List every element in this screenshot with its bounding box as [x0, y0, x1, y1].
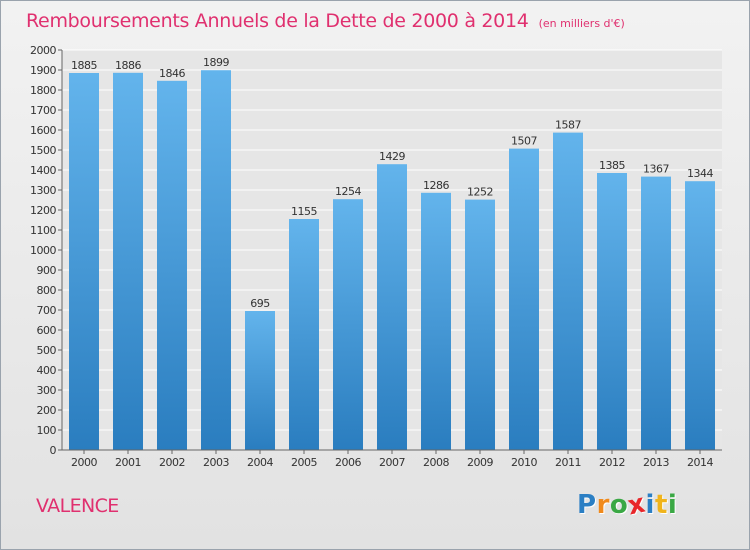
- bar: [201, 70, 231, 450]
- data-label: 1899: [203, 56, 229, 69]
- y-tick-label: 700: [37, 304, 57, 317]
- logo-letter: t: [654, 490, 668, 520]
- data-label: 695: [250, 297, 270, 310]
- logo-letter: o: [609, 490, 629, 520]
- bar: [289, 219, 319, 450]
- bar: [421, 192, 451, 451]
- bar: [157, 80, 187, 451]
- y-tick-label: 400: [37, 364, 57, 377]
- bar: [597, 173, 627, 450]
- y-tick-label: 300: [37, 384, 57, 397]
- data-label: 1155: [291, 205, 317, 218]
- y-tick-label: 1000: [30, 244, 56, 257]
- data-label: 1385: [599, 159, 625, 172]
- y-tick-label: 1700: [30, 104, 56, 117]
- logo-letter: i: [645, 490, 655, 520]
- bar: [333, 199, 363, 450]
- data-label: 1886: [115, 59, 141, 72]
- y-tick-label: 200: [37, 404, 57, 417]
- y-axis: 0 100 200 300 400 500 600 700 800 900 1000 1100 1200…: [30, 44, 63, 457]
- x-tick-label: 2010: [511, 456, 537, 469]
- x-tick-label: 2005: [291, 456, 317, 469]
- x-tick-label: 2008: [423, 456, 449, 469]
- bar: [113, 72, 143, 451]
- bar: [465, 199, 495, 450]
- data-labels: 1885 1886 1846 1899 695 1155 1254 1429 1286 1252 1…: [71, 56, 714, 310]
- y-tick-label: 1200: [30, 204, 56, 217]
- x-tick-label: 2006: [335, 456, 361, 469]
- data-label: 1429: [379, 150, 405, 163]
- y-tick-label: 0: [50, 444, 57, 457]
- data-label: 1344: [687, 167, 713, 180]
- x-tick-label: 2014: [687, 456, 713, 469]
- x-tick-label: 2011: [555, 456, 581, 469]
- data-label: 1286: [423, 179, 449, 192]
- x-tick-label: 2003: [203, 456, 229, 469]
- y-tick-label: 600: [37, 324, 57, 337]
- bar: [245, 311, 275, 450]
- x-axis: 2000 2001 2002 2003 2004 2005 2006 2007 2008 2009…: [62, 449, 722, 469]
- x-tick-label: 2001: [115, 456, 141, 469]
- x-tick-label: 2009: [467, 456, 493, 469]
- data-label: 1587: [555, 119, 581, 132]
- data-label: 1885: [71, 59, 97, 72]
- y-tick-label: 100: [37, 424, 57, 437]
- chart-unit: (en milliers d'€): [538, 17, 625, 30]
- y-tick-label: 1100: [30, 224, 56, 237]
- bar: [553, 132, 583, 450]
- data-label: 1252: [467, 186, 493, 199]
- y-tick-label: 500: [37, 344, 57, 357]
- bar: [509, 148, 539, 450]
- logo-letter: i: [667, 490, 678, 520]
- x-tick-label: 2007: [379, 456, 405, 469]
- data-label: 1254: [335, 185, 361, 198]
- x-tick-label: 2000: [71, 456, 97, 469]
- logo-letter: P: [577, 490, 597, 520]
- y-tick-label: 2000: [30, 44, 56, 57]
- data-label: 1367: [643, 163, 669, 176]
- chart-title: Remboursements Annuels de la Dette de 20…: [26, 10, 625, 32]
- y-tick-label: 1300: [30, 184, 56, 197]
- data-label: 1846: [159, 67, 185, 80]
- y-tick-label: 1800: [30, 84, 56, 97]
- bar: [69, 73, 99, 450]
- logo-letter: r: [596, 490, 610, 520]
- y-tick-label: 800: [37, 284, 57, 297]
- y-tick-label: 900: [37, 264, 57, 277]
- bars: [69, 70, 715, 451]
- location-label: VALENCE: [36, 495, 119, 517]
- y-tick-label: 1500: [30, 144, 56, 157]
- x-tick-label: 2002: [159, 456, 185, 469]
- x-tick-label: 2004: [247, 456, 273, 469]
- x-tick-label: 2013: [643, 456, 669, 469]
- proxiti-logo: Proxiti: [577, 489, 678, 522]
- y-tick-label: 1900: [30, 64, 56, 77]
- title-text: Remboursements Annuels de la Dette de 20…: [26, 10, 529, 32]
- y-tick-label: 1400: [30, 164, 56, 177]
- data-label: 1507: [511, 135, 537, 148]
- y-tick-label: 1600: [30, 124, 56, 137]
- bar: [641, 176, 671, 450]
- bar: [377, 164, 407, 450]
- bar: [685, 181, 715, 450]
- x-tick-label: 2012: [599, 456, 625, 469]
